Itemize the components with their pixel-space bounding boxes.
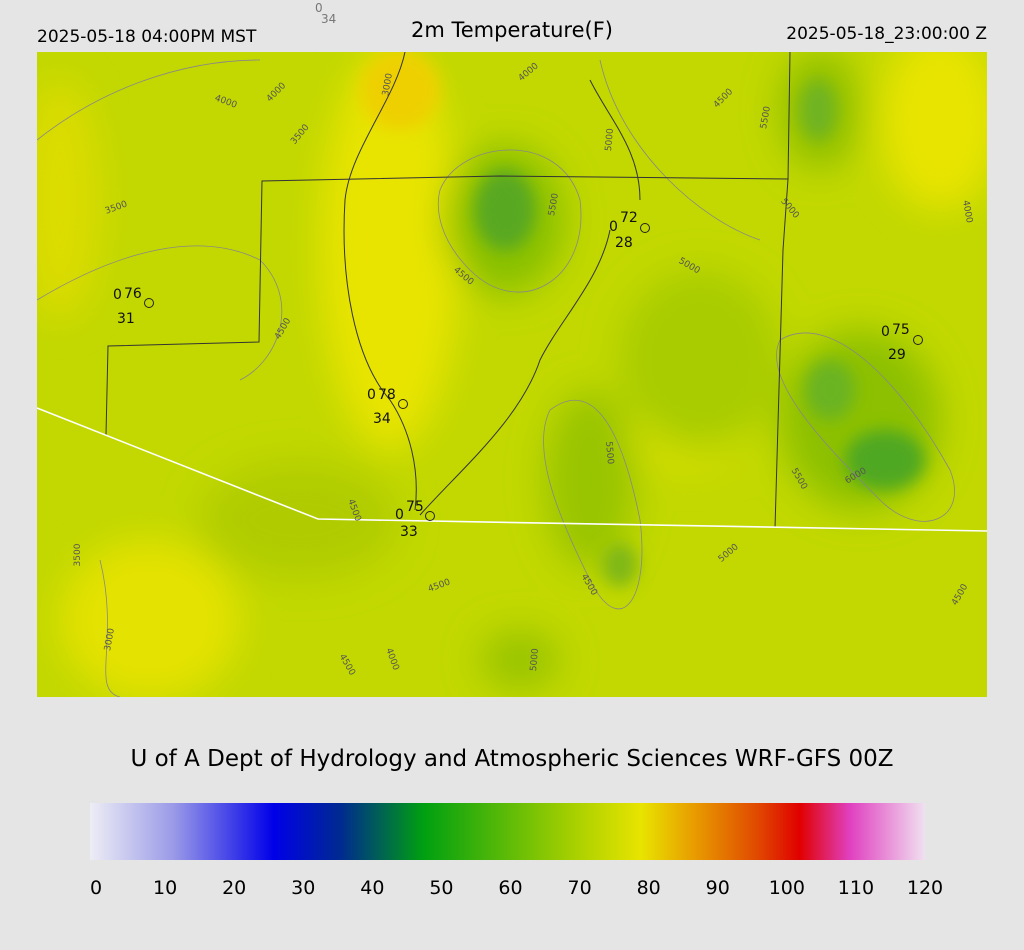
colorbar-tick-label: 20 [222, 877, 246, 899]
colorbar-ticks: 0 10 20 30 40 50 60 70 80 90 100 110 120 [90, 877, 943, 899]
colorbar-tick-label: 40 [360, 877, 384, 899]
border-line [37, 407, 987, 532]
colorbar-tick-label: 120 [907, 877, 943, 899]
contour-label: 3000 [103, 627, 117, 652]
map-title: 2m Temperature(F) [411, 18, 613, 42]
station-wind: 0 [113, 287, 122, 303]
station-dewpoint: 28 [615, 235, 633, 251]
contour-label: 3000 [381, 72, 395, 97]
station-temperature: 76 [124, 286, 142, 302]
colorbar-tick-label: 30 [291, 877, 315, 899]
station-plots: 0 76 31 0 78 34 0 75 33 0 72 28 0 75 29 [113, 210, 910, 540]
station-temperature: 75 [406, 499, 424, 515]
colorbar-tick-label: 10 [153, 877, 177, 899]
colorbar-tick-label: 80 [637, 877, 661, 899]
station-temperature: 72 [620, 210, 638, 226]
station-wind: 0 [609, 219, 618, 235]
colorbar-tick-label: 100 [769, 877, 805, 899]
colorbar [90, 803, 925, 860]
station-wind: 0 [315, 1, 323, 15]
colorbar-tick-label: 60 [498, 877, 522, 899]
colorbar-tick-label: 90 [706, 877, 730, 899]
colorbar-tick-label: 110 [838, 877, 874, 899]
contour-label: 5500 [759, 105, 773, 130]
station-wind: 0 [367, 387, 376, 403]
station-wind: 0 [395, 507, 404, 523]
station-wind: 0 [881, 324, 890, 340]
colorbar-tick-label: 70 [567, 877, 591, 899]
contour-label: 5000 [604, 128, 616, 152]
station-dewpoint: 34 [373, 411, 391, 427]
station-temperature: 75 [892, 322, 910, 338]
contour-label: 3500 [73, 543, 83, 566]
station-dewpoint: 34 [321, 12, 336, 26]
valid-time-utc: 2025-05-18_23:00:00 Z [786, 24, 987, 44]
station-temperature: 78 [378, 387, 396, 403]
contour-label: 5000 [529, 648, 541, 672]
contour-lines [37, 59, 955, 697]
station-dewpoint: 31 [117, 311, 135, 327]
boundaries [105, 52, 791, 529]
contour-label: 5500 [603, 441, 615, 465]
credit: U of A Dept of Hydrology and Atmospheric… [130, 746, 893, 772]
valid-time-local: 2025-05-18 04:00PM MST [37, 27, 257, 47]
station-dewpoint: 33 [400, 524, 418, 540]
map [37, 52, 987, 697]
colorbar-tick-label: 50 [429, 877, 453, 899]
contour-label: 5500 [547, 192, 561, 217]
colorbar-tick-label: 0 [90, 877, 102, 899]
contour-label: 4000 [960, 200, 974, 225]
station-dewpoint: 29 [888, 347, 906, 363]
